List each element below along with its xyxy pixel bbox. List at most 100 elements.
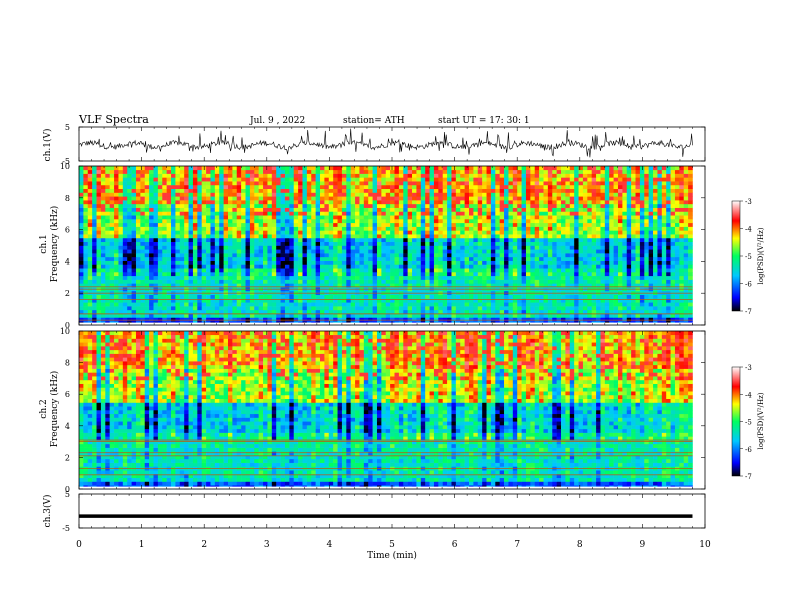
ch1-spectrogram-cell	[311, 241, 316, 246]
ch1-spectrogram-cell	[407, 211, 413, 216]
ch1-spectrogram-cell	[499, 200, 505, 205]
ch1-spectrogram-cell	[521, 219, 527, 224]
ch1-spectrogram-cell	[429, 207, 435, 212]
ch1-spectrogram-cell	[192, 253, 198, 258]
ch1-spectrogram-cell	[657, 230, 663, 235]
ch1-spectrogram-cell	[460, 207, 465, 212]
ch1-spectrogram-cell	[223, 256, 229, 261]
ch1-spectrogram-cell	[232, 294, 238, 299]
ch1-spectrogram-cell	[525, 219, 531, 224]
ch1-spectrogram-cell	[517, 200, 522, 205]
ch1-spectrogram-cell	[223, 283, 229, 288]
ch1-spectrogram-cell	[578, 207, 584, 212]
ch1-spectrogram-cell	[197, 203, 202, 208]
ch1-spectrogram-cell	[477, 215, 483, 220]
ch1-spectrogram-cell	[293, 211, 299, 216]
ch1-spectrogram-cell	[131, 237, 137, 243]
ch1-spectrogram-cell	[425, 294, 430, 299]
ch1-spectrogram-cell	[469, 215, 474, 220]
ch1-spectrogram-cell	[631, 260, 636, 265]
ch1-spectrogram-cell	[543, 268, 549, 273]
ch1-spectrogram-cell	[140, 309, 146, 314]
ch1-spectrogram-cell	[127, 298, 132, 303]
ch1-spectrogram-cell	[477, 226, 483, 231]
ch1-spectrogram-cell	[591, 272, 597, 277]
ch1-spectrogram-cell	[376, 260, 382, 265]
ch1-spectrogram-cell	[679, 298, 685, 303]
ch1-spectrogram-cell	[188, 200, 194, 205]
ch1-spectrogram-cell	[596, 256, 601, 261]
ch1-spectrogram-cell	[482, 272, 487, 277]
ch1-spectrogram-cell	[600, 306, 606, 311]
ch1-spectrogram-cell	[666, 279, 671, 284]
ch1-spectrogram-cell	[469, 313, 474, 318]
ch1-spectrogram-cell	[144, 260, 150, 265]
ch1-spectrogram-cell	[254, 203, 259, 208]
ch1-spectrogram-cell	[105, 226, 110, 231]
ch1-spectrogram-cell	[412, 241, 417, 246]
ch1-spectrogram-cell	[495, 215, 500, 220]
ch1-spectrogram-cell	[175, 222, 181, 227]
ch1-spectrogram-cell	[298, 317, 303, 322]
ch1-spectrogram-cell	[284, 192, 290, 197]
ch1-spectrogram-cell	[657, 200, 663, 205]
ch1-spectrogram-cell	[284, 275, 290, 280]
ch1-spectrogram-cell	[192, 283, 198, 288]
ch1-spectrogram-cell	[403, 298, 408, 303]
ch1-spectrogram-cell	[372, 264, 378, 269]
ch1-spectrogram-cell	[473, 298, 479, 303]
ch1-spectrogram-cell	[648, 306, 654, 311]
ch1-spectrogram-cell	[311, 256, 316, 261]
ch1-spectrogram-cell	[337, 211, 343, 216]
ch1-spectrogram-cell	[688, 215, 693, 220]
ch1-spectrogram-cell	[184, 275, 189, 280]
ch1-spectrogram-cell	[372, 309, 378, 314]
ch1-spectrogram-cell	[201, 230, 207, 235]
ch1-spectrogram-cell	[298, 298, 303, 303]
ch1-spectrogram-cell	[109, 309, 115, 314]
ch1-spectrogram-cell	[105, 203, 110, 208]
ch1-spectrogram-cell	[460, 249, 465, 254]
ch1-spectrogram-cell	[596, 283, 601, 288]
ch1-spectrogram-cell	[565, 275, 571, 280]
ch1-spectrogram-cell	[591, 294, 597, 299]
ch1-spectrogram-cell	[464, 306, 470, 311]
ch1-spectrogram-cell	[363, 306, 369, 311]
ch1-spectrogram-cell	[587, 226, 592, 231]
ch1-spectrogram-cell	[495, 230, 500, 235]
ch1-spectrogram-cell	[140, 260, 146, 265]
ch1-spectrogram-cell	[477, 256, 483, 261]
ch1-spectrogram-cell	[469, 283, 474, 288]
ch1-spectrogram-cell	[346, 275, 351, 280]
ch1-spectrogram-cell	[359, 211, 365, 216]
ch1-spectrogram-cell	[368, 268, 373, 273]
ch1-spectrogram-cell	[460, 260, 465, 265]
ch1-spectrogram-cell	[543, 313, 549, 318]
ch1-spectrogram-cell	[412, 317, 417, 322]
ch1-spectrogram-cell	[613, 249, 619, 254]
ch1-spectrogram-cell	[127, 237, 132, 243]
ch1-spectrogram-cell	[582, 249, 588, 254]
ch1-spectrogram-cell	[223, 237, 229, 243]
ch1-spectrogram-cell	[661, 298, 667, 303]
ch1-spectrogram-cell	[114, 272, 119, 277]
ch1-spectrogram-cell	[486, 200, 492, 205]
ch1-spectrogram-cell	[381, 219, 387, 224]
ch1-spectrogram-cell	[644, 215, 649, 220]
ch1-spectrogram-cell	[346, 279, 351, 284]
ch1-spectrogram-cell	[631, 219, 636, 224]
ch1-spectrogram-cell	[83, 219, 89, 224]
ch1-spectrogram-cell	[495, 264, 500, 269]
ch1-spectrogram-cell	[328, 226, 334, 231]
ch1-spectrogram-cell	[157, 275, 163, 280]
ch1-spectrogram-cell	[617, 207, 623, 212]
ch1-spectrogram-cell	[604, 253, 610, 258]
ch1-spectrogram-cell	[626, 230, 632, 235]
ch1-spectrogram-cell	[508, 272, 514, 277]
ch1-spectrogram-cell	[543, 237, 549, 243]
ch1-spectrogram-cell	[613, 226, 619, 231]
ch1-spectrogram-cell	[617, 268, 623, 273]
ch1-spectrogram-cell	[245, 226, 251, 231]
ch1-spectrogram-cell	[556, 294, 562, 299]
ch1-spectrogram-cell	[315, 268, 321, 273]
